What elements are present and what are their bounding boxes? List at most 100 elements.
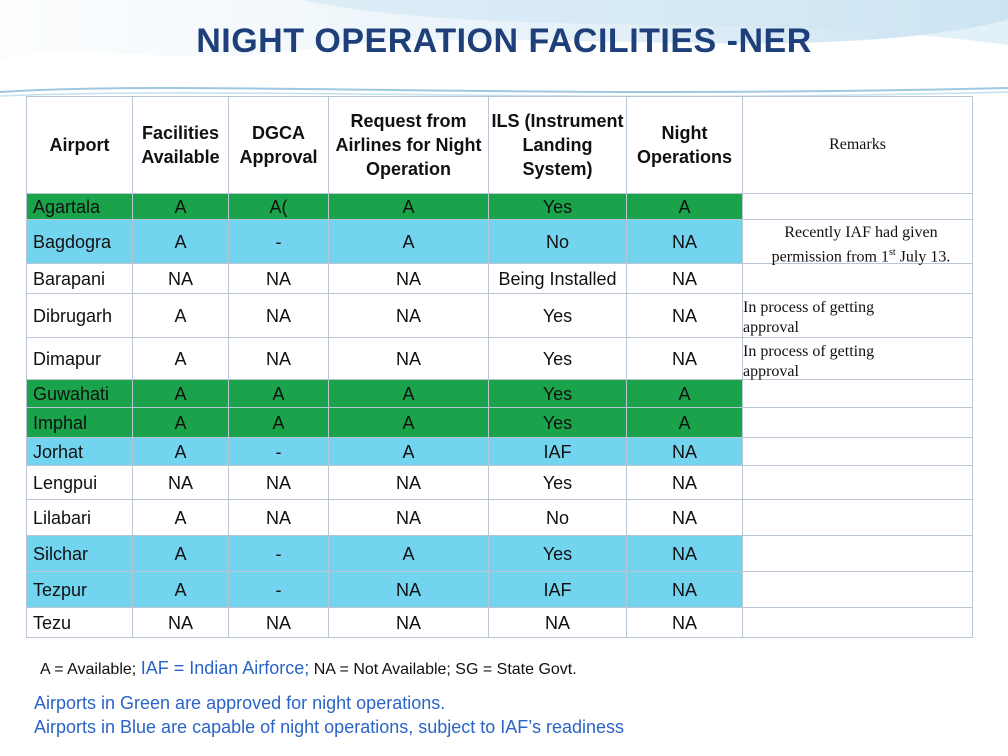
cell-remarks — [742, 263, 973, 294]
cell-facilities: NA — [132, 465, 229, 500]
cell-airport: Dibrugarh — [26, 293, 133, 338]
cell-remarks — [742, 379, 973, 408]
cell-ils: IAF — [488, 571, 627, 608]
cell-request: NA — [328, 293, 489, 338]
cell-request: A — [328, 219, 489, 264]
cell-remarks — [742, 535, 973, 572]
cell-airport: Jorhat — [26, 437, 133, 466]
header-night-operations: Night Operations — [626, 96, 743, 194]
cell-request: A — [328, 407, 489, 438]
cell-remarks — [742, 499, 973, 536]
cell-remarks — [742, 407, 973, 438]
cell-dgca: A — [228, 379, 329, 408]
cell-remarks — [742, 193, 973, 220]
cell-night-operations: A — [626, 193, 743, 220]
remark-bagdogra-sup: st — [888, 247, 896, 258]
cell-facilities: A — [132, 499, 229, 536]
cell-ils: Yes — [488, 535, 627, 572]
remark-dibrugarh: In process of getting approval — [743, 299, 875, 336]
header-ils: ILS (Instrument Landing System) — [488, 96, 627, 194]
cell-facilities: NA — [132, 263, 229, 294]
cell-facilities: A — [132, 379, 229, 408]
header-remarks: Remarks — [742, 96, 973, 194]
cell-facilities: A — [132, 337, 229, 380]
cell-night-operations: NA — [626, 465, 743, 500]
cell-airport: Tezu — [26, 607, 133, 638]
cell-request: A — [328, 379, 489, 408]
table-row: Dimapur A NA NA Yes NA — [26, 337, 973, 380]
cell-airport: Lilabari — [26, 499, 133, 536]
cell-facilities: A — [132, 535, 229, 572]
cell-night-operations: NA — [626, 437, 743, 466]
remark-bagdogra-text: permission from 1 — [771, 248, 889, 266]
remark-dimapur: In process of getting approval — [743, 343, 875, 380]
cell-airport: Silchar — [26, 535, 133, 572]
cell-request: A — [328, 193, 489, 220]
cell-ils: Yes — [488, 337, 627, 380]
table-row: Imphal A A A Yes A — [26, 407, 973, 438]
cell-request: NA — [328, 499, 489, 536]
cell-request: NA — [328, 263, 489, 294]
cell-airport: Dimapur — [26, 337, 133, 380]
cell-dgca: - — [228, 571, 329, 608]
table-row: Dibrugarh A NA NA Yes NA — [26, 293, 973, 338]
cell-airport: Bagdogra — [26, 219, 133, 264]
legend: A = Available; IAF = Indian Airforce; NA… — [40, 658, 577, 679]
cell-night-operations: NA — [626, 607, 743, 638]
table-row: Tezu NA NA NA NA NA — [26, 607, 973, 638]
header-request-from-airlines: Request from Airlines for Night Operatio… — [328, 96, 489, 194]
legend-iaf: IAF = Indian Airforce; — [140, 658, 310, 678]
header-airport: Airport — [26, 96, 133, 194]
table-row: Jorhat A - A IAF NA — [26, 437, 973, 466]
table-header-row: Airport Facilities Available DGCA Approv… — [26, 96, 973, 194]
cell-ils: Yes — [488, 193, 627, 220]
table-row: Lengpui NA NA NA Yes NA — [26, 465, 973, 500]
cell-airport: Guwahati — [26, 379, 133, 408]
legend-na-sg: NA = Not Available; SG = State Govt. — [313, 661, 577, 678]
cell-dgca: A( — [228, 193, 329, 220]
cell-airport: Barapani — [26, 263, 133, 294]
legend-available: A = Available; — [40, 661, 137, 678]
cell-dgca: - — [228, 535, 329, 572]
cell-ils: Being Installed — [488, 263, 627, 294]
cell-airport: Tezpur — [26, 571, 133, 608]
cell-request: NA — [328, 465, 489, 500]
cell-night-operations: NA — [626, 263, 743, 294]
cell-night-operations: NA — [626, 219, 743, 264]
cell-request: NA — [328, 607, 489, 638]
table-row: Silchar A - A Yes NA — [26, 535, 973, 572]
cell-night-operations: A — [626, 379, 743, 408]
cell-night-operations: NA — [626, 571, 743, 608]
remark-bagdogra-date: July 13. — [895, 248, 951, 266]
remark-bagdogra-line2: permission from 1st July 13. — [756, 243, 966, 267]
cell-request: NA — [328, 337, 489, 380]
remark-bagdogra-line1: Recently IAF had given — [784, 224, 938, 241]
cell-request: A — [328, 437, 489, 466]
cell-ils: No — [488, 499, 627, 536]
cell-airport: Imphal — [26, 407, 133, 438]
cell-airport: Agartala — [26, 193, 133, 220]
cell-night-operations: NA — [626, 499, 743, 536]
cell-remarks — [742, 437, 973, 466]
cell-dgca: - — [228, 437, 329, 466]
cell-night-operations: A — [626, 407, 743, 438]
cell-facilities: A — [132, 219, 229, 264]
remark-bagdogra: Recently IAF had given permission from 1… — [756, 223, 966, 267]
cell-remarks — [742, 337, 973, 380]
table-row: Tezpur A - NA IAF NA — [26, 571, 973, 608]
cell-dgca: NA — [228, 607, 329, 638]
cell-remarks — [742, 293, 973, 338]
cell-facilities: A — [132, 571, 229, 608]
cell-ils: NA — [488, 607, 627, 638]
cell-airport: Lengpui — [26, 465, 133, 500]
cell-facilities: A — [132, 293, 229, 338]
cell-night-operations: NA — [626, 337, 743, 380]
cell-ils: IAF — [488, 437, 627, 466]
cell-ils: Yes — [488, 293, 627, 338]
cell-remarks — [742, 571, 973, 608]
cell-dgca: A — [228, 407, 329, 438]
cell-dgca: NA — [228, 337, 329, 380]
cell-facilities: A — [132, 193, 229, 220]
cell-ils: No — [488, 219, 627, 264]
cell-remarks — [742, 607, 973, 638]
